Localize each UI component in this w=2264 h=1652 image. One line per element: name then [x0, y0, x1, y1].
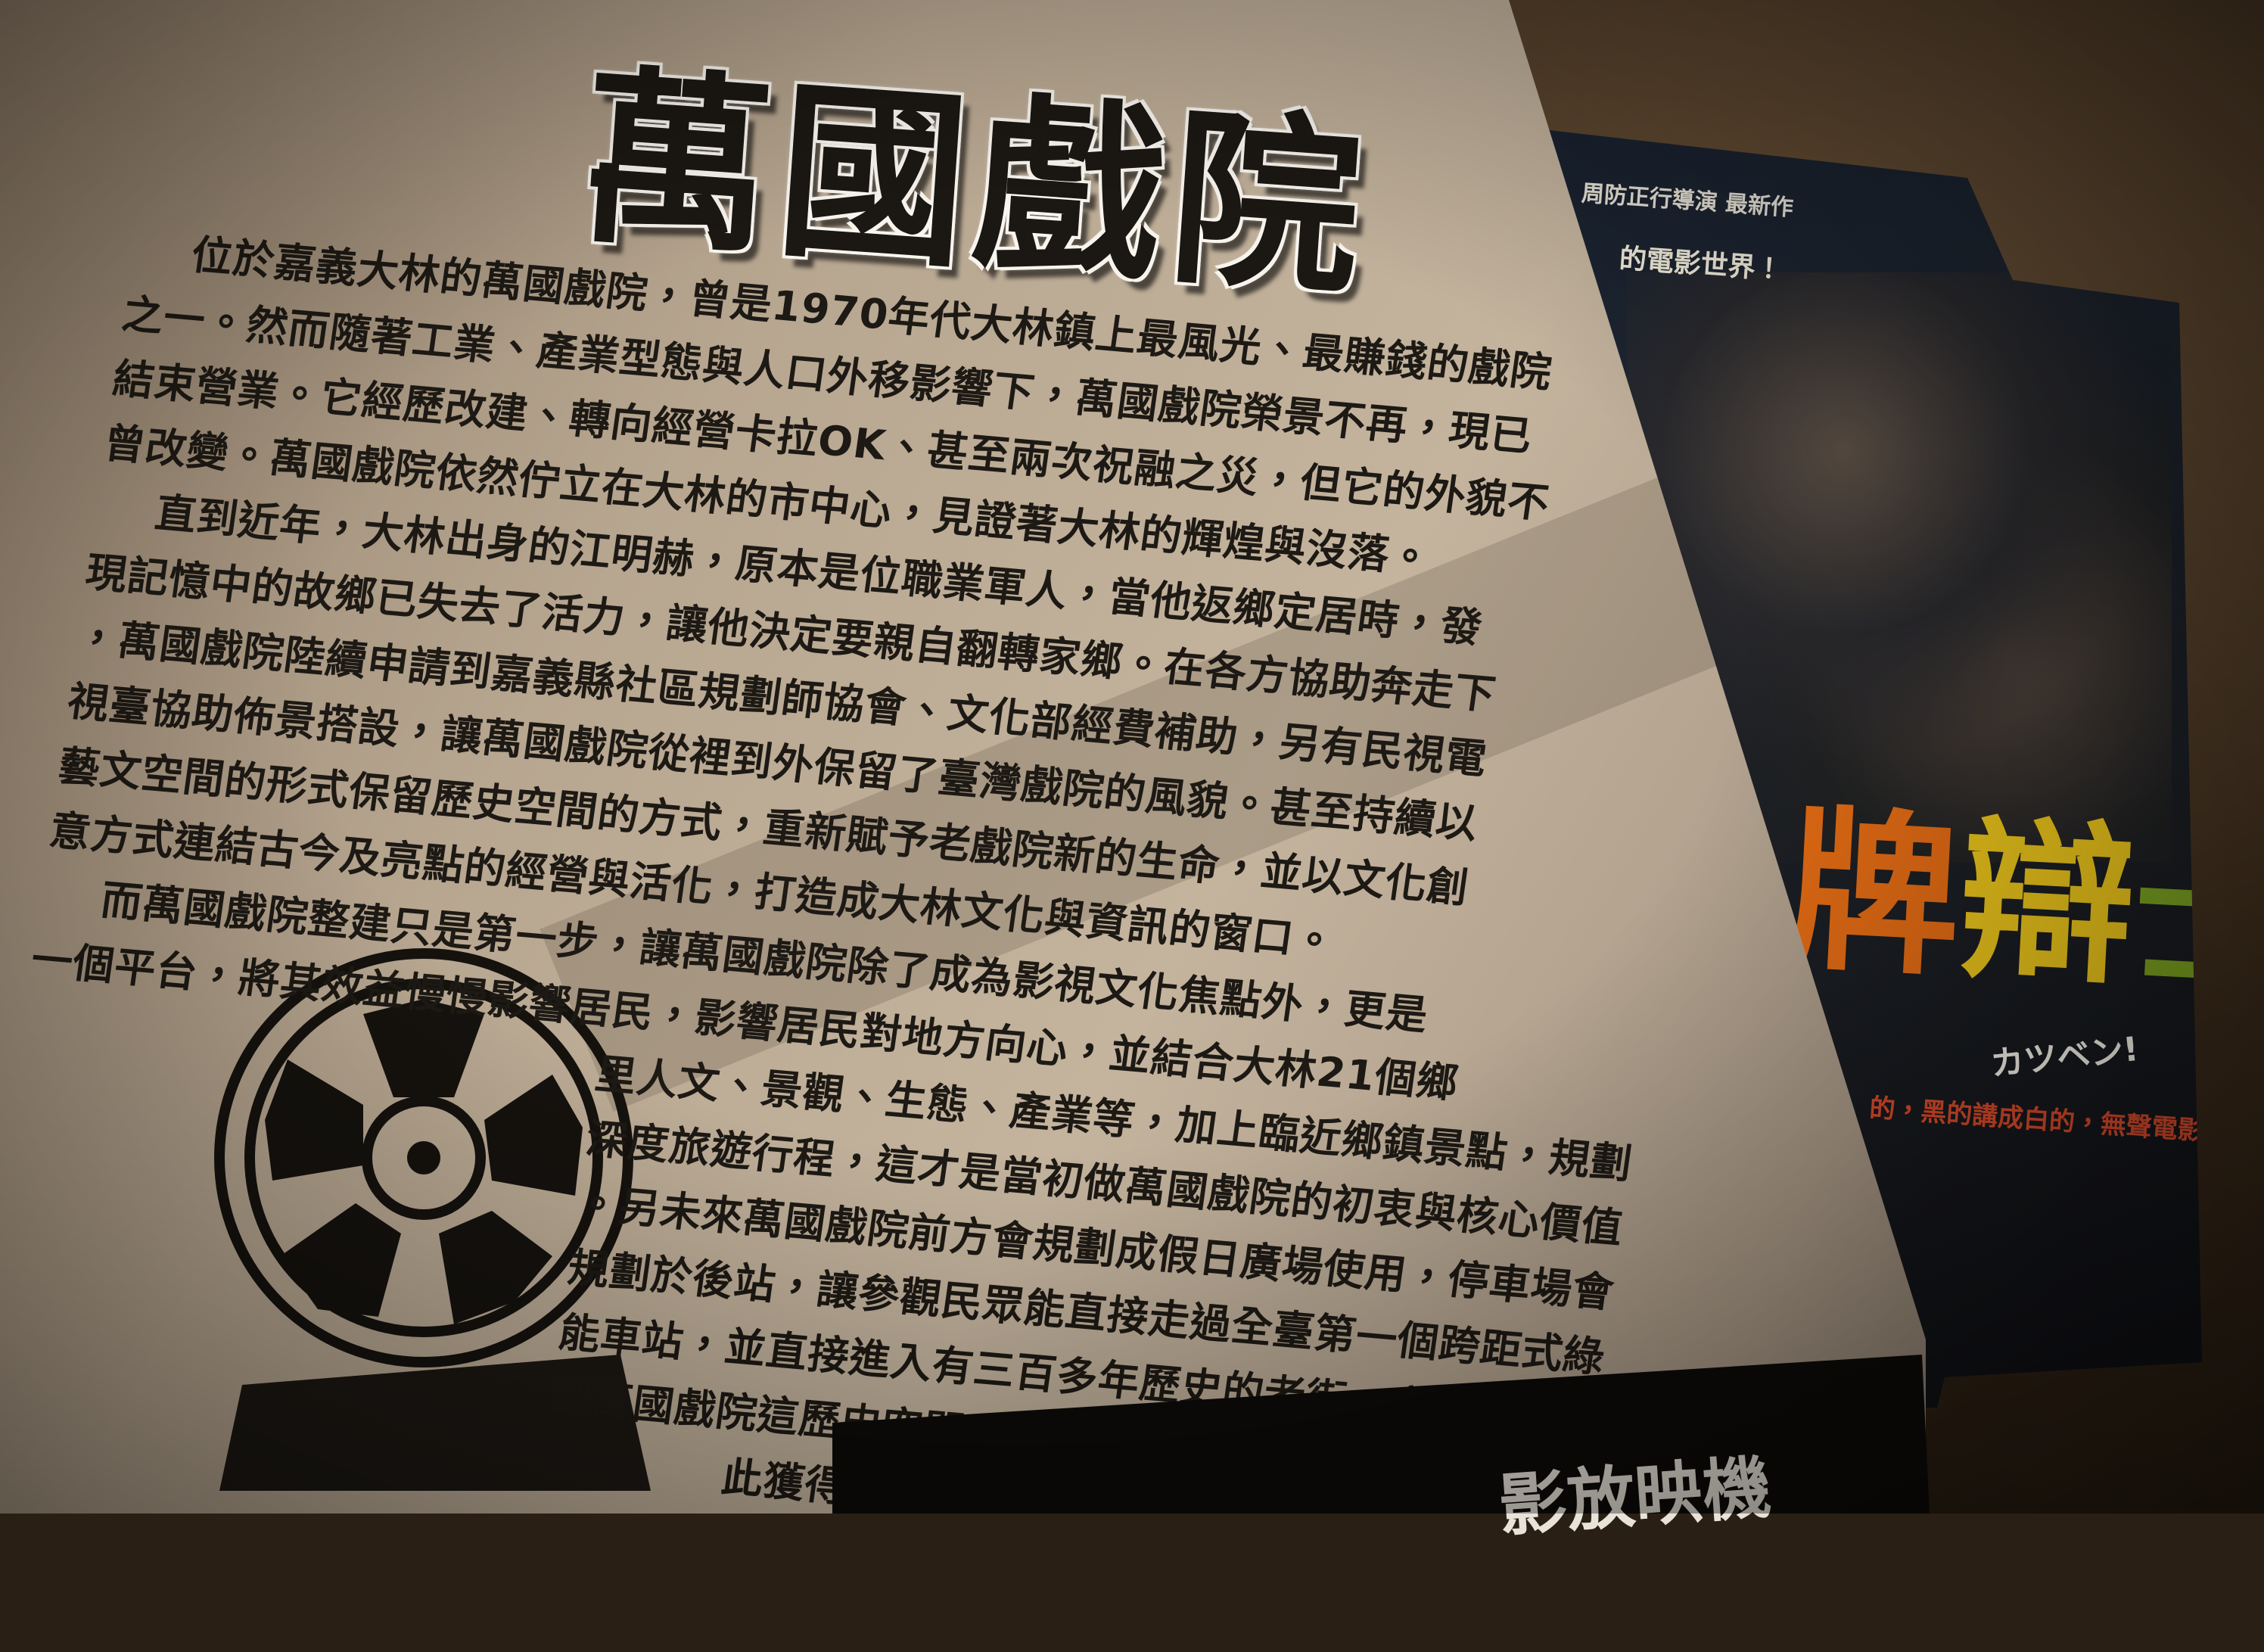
poster-title-char: 辯: [1955, 798, 2139, 1010]
poster-title-char: 牌: [1780, 789, 1966, 1001]
poster-tagline: 周防正行導演 最新作: [1580, 180, 1795, 222]
banner-text: 影放映機: [1496, 1448, 1774, 1547]
page: {"title": "萬國戲院", "body_lines": [ "位於嘉義大…: [0, 0, 2264, 1546]
poster-kana: カツベン!: [1989, 1029, 2141, 1084]
